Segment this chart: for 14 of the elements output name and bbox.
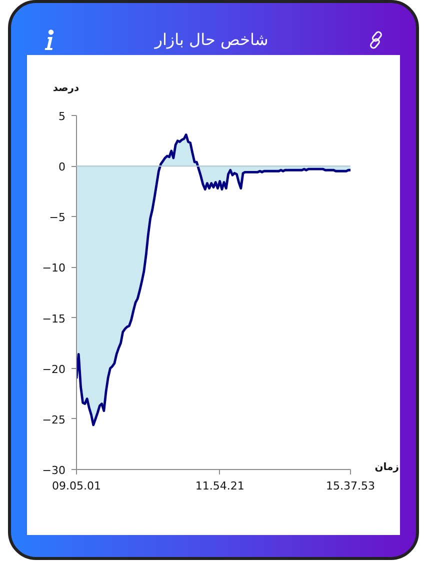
x-tick-label: 15.37.53 xyxy=(326,480,375,492)
y-tick-label: −30 xyxy=(42,464,66,477)
x-tick-label: 09.05.01 xyxy=(52,480,101,492)
y-tick-label: −20 xyxy=(42,362,66,376)
y-tick-label: −10 xyxy=(42,262,66,275)
y-axis-title: درصد xyxy=(52,82,80,96)
chart-title: شاخص حال بازار xyxy=(154,28,268,51)
y-tick-label: 0 xyxy=(58,160,66,174)
y-tick-label: −5 xyxy=(49,211,66,224)
y-tick-label: −15 xyxy=(42,312,66,326)
y-tick-label: 5 xyxy=(58,110,66,123)
x-tick-label: 11.54.21 xyxy=(195,480,244,492)
x-axis-title: زمان xyxy=(374,461,399,475)
y-tick-label: −25 xyxy=(42,413,66,426)
